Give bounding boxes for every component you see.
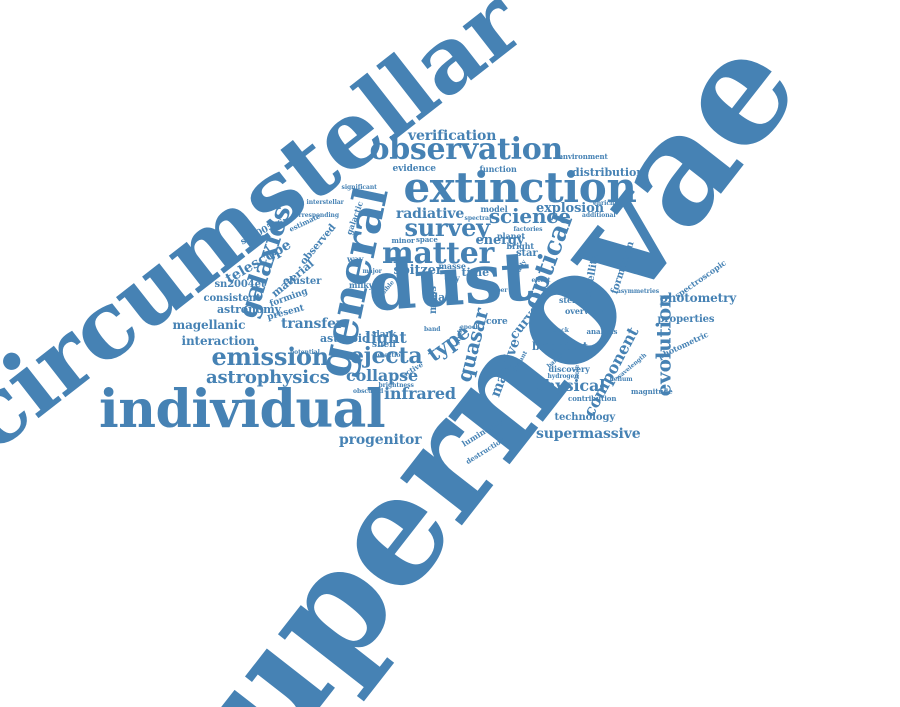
word-interaction: interaction	[181, 334, 256, 348]
word-ejecta: ejecta	[350, 343, 423, 369]
word-evidence: evidence	[392, 163, 437, 174]
word-epoch: epoch	[460, 324, 480, 331]
word-masse: masse	[438, 261, 466, 271]
word-function: function	[479, 164, 517, 174]
word-overview: overview	[565, 306, 604, 316]
word-astronomy: astronomy	[217, 302, 281, 316]
word-observation: observation	[369, 132, 564, 167]
word-contribution: contribution	[568, 393, 617, 403]
word-analysis: analysis	[586, 326, 618, 336]
word-technology: technology	[554, 412, 616, 423]
word-environment: environment	[558, 151, 608, 161]
word-photometry: photometry	[659, 291, 737, 305]
word-mass: mass	[427, 286, 439, 314]
word-cluster: cluster	[283, 276, 322, 287]
word-milky: milky	[349, 280, 374, 290]
word-radiative: radiative	[396, 206, 465, 222]
word-magellanic: magellanic	[172, 318, 246, 332]
word-verification: verification	[408, 128, 497, 144]
word-science: science	[489, 204, 571, 228]
word-brightness: brightness	[378, 382, 414, 389]
word-sn2004et: sn2004et	[214, 279, 266, 290]
word-stellar: stellar	[559, 295, 588, 305]
word-infrared: infrared	[384, 384, 456, 403]
word-brightest: brightest	[532, 339, 588, 353]
word-star: star	[516, 248, 538, 259]
word-data: data	[430, 290, 458, 304]
word-consistent: consistent	[203, 293, 261, 304]
word-spitzer: spitzer	[393, 262, 443, 278]
word-corresponding: corresponding	[291, 212, 339, 219]
word-enrichment: enrichment	[593, 200, 632, 207]
word-hydrogen: hydrogen	[547, 373, 579, 380]
word-planet: planet	[497, 231, 525, 241]
word-way: way	[347, 254, 364, 264]
word-model: model	[480, 204, 508, 214]
word-obscured: obscured	[353, 388, 384, 395]
word-factories: factories	[513, 226, 543, 233]
word-significant: significant	[341, 184, 377, 191]
word-bright: bright	[506, 241, 535, 251]
word-effect: effect	[531, 277, 551, 284]
word-band: band	[424, 326, 441, 333]
word-emission: emission	[211, 342, 330, 371]
word-light: light	[365, 328, 407, 347]
word-discovery: discovery	[548, 364, 590, 374]
word-supermassive: supermassive	[536, 426, 641, 442]
word-dark: dark	[373, 329, 397, 340]
word-potential: potential	[290, 349, 320, 356]
word-astrophysics: astrophysics	[206, 367, 330, 388]
word-detection: detection	[373, 352, 405, 359]
word-time: time	[461, 265, 490, 279]
word-asteroid: asteroid	[320, 331, 370, 345]
word-explosion: explosion	[536, 200, 604, 216]
word-paper: paper	[488, 287, 508, 294]
word-core: core	[486, 316, 508, 327]
word-shell: shell	[372, 339, 396, 350]
word-space: space	[416, 234, 438, 244]
word-asymmetries: asymmetries	[617, 288, 660, 295]
word-individual: individual	[99, 379, 386, 440]
word-interstellar: interstellar	[306, 199, 344, 206]
word-collapse: collapse	[346, 366, 419, 385]
word-minor: minor	[391, 235, 415, 245]
word-extinction: extinction	[403, 163, 637, 212]
word-black: black	[551, 327, 569, 334]
word-physical: physical	[533, 376, 606, 395]
word-matter: matter	[382, 236, 494, 271]
word-transfer: transfer	[281, 316, 344, 332]
word-major: major	[362, 268, 382, 275]
word-spectral: spectral	[464, 215, 492, 222]
word-survey: survey	[404, 213, 491, 242]
word-energy: energy	[475, 232, 525, 248]
word-distribution: distribution	[572, 165, 645, 179]
word-magnitude: magnitude	[631, 386, 673, 396]
word-properties: properties	[657, 314, 715, 325]
word-additional: additional	[582, 212, 616, 219]
word-progenitor: progenitor	[339, 432, 422, 448]
word-day: day	[444, 273, 460, 283]
word-helium: helium	[609, 376, 633, 383]
